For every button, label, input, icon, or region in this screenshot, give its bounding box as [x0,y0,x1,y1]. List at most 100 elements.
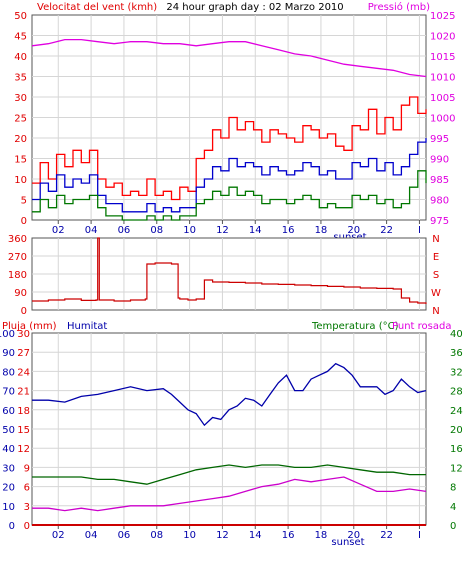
x-tick-label-1: 04 [85,225,98,236]
y-tick-label-10: 1025 [430,11,455,22]
rain-y-ticks: 0 3 6 9 12 15 18 21 24 27 30 [17,329,30,532]
series-low [32,170,427,221]
humidity-label: Humitat [67,321,107,332]
y-tick-label-0: 0 [21,306,27,317]
climate-series [32,362,427,526]
y-tick-label-10: 100 [0,329,15,340]
climate-grid [32,333,426,525]
y-tick-label-3: 30 [2,463,15,474]
temperature-label: Temperatura (°C) [311,321,399,332]
y-tick-label-1: W [431,288,441,299]
y-tick-label-4: 360 [8,234,27,245]
y-tick-label-3: 12 [450,463,463,474]
x-tick-label-8: 18 [315,225,328,236]
y-tick-label-5: 1000 [430,114,455,125]
pressure-right-label: Pressió (mb) [368,1,430,13]
x-tick-label-10: 22 [380,530,393,541]
y-tick-label-1: 90 [14,288,27,299]
y-tick-label-9: 90 [2,348,15,359]
y-tick-label-9: 1020 [430,32,455,43]
y-tick-label-9: 27 [17,348,30,359]
y-tick-label-10: 30 [17,329,30,340]
x-tick-label-2: 06 [118,530,131,541]
y-tick-label-2: 10 [14,175,27,186]
y-tick-label-7: 70 [2,387,15,398]
y-tick-label-0: 975 [430,216,449,227]
wind-title: 24 hour graph day : 02 Marzo 2010 [166,2,343,13]
y-tick-label-2: 180 [8,270,27,281]
x-tick-label-0: 02 [52,530,65,541]
x-tick-label-10: 22 [380,225,393,236]
x-tick-label-7: 16 [282,225,295,236]
y-tick-label-3: 15 [14,155,27,166]
y-tick-label-0: 0 [24,521,30,532]
y-tick-label-7: 21 [17,387,30,398]
y-tick-label-10: 40 [450,329,463,340]
y-tick-label-5: 15 [17,425,30,436]
direction-y-ticks: 0 90 180 270 360 [8,234,27,317]
y-tick-label-2: 20 [2,483,15,494]
y-tick-label-8: 40 [14,52,27,63]
y-tick-label-5: 20 [450,425,463,436]
x-tick-label-4: 10 [183,530,196,541]
y-tick-label-6: 24 [450,406,463,417]
y-tick-label-2: 8 [450,483,456,494]
y-tick-label-2: 6 [24,483,30,494]
y-tick-label-3: 990 [430,155,449,166]
y-tick-label-2: S [433,270,439,281]
y-tick-label-9: 45 [14,32,27,43]
x-tick-label-5: 12 [216,225,229,236]
x-tick-label-2: 06 [118,225,131,236]
y-tick-label-10: 50 [14,11,27,22]
y-tick-label-6: 30 [14,93,27,104]
y-tick-label-3: 270 [8,252,27,263]
humidity-y-ticks: 0 10 20 30 40 50 60 70 80 90 100 [0,329,15,532]
y-tick-label-7: 35 [14,73,27,84]
y-tick-label-8: 80 [2,367,15,378]
y-tick-label-7: 1010 [430,73,455,84]
y-tick-label-4: 12 [17,444,30,455]
series-Humitat [32,362,427,427]
x-tick-label-3: 08 [150,225,163,236]
y-tick-label-6: 1005 [430,93,455,104]
x-tick-label-11: I [418,530,421,541]
wind-series [31,38,427,221]
x-tick-label-9: 20 [347,225,360,236]
y-tick-label-1: 3 [24,502,30,513]
y-tick-label-8: 24 [17,367,30,378]
y-tick-label-6: 18 [17,406,30,417]
x-tick-label-7: 16 [282,530,295,541]
temperature-y-ticks: 0 4 8 12 16 20 24 28 32 36 40 [450,329,463,532]
y-tick-label-0: N [432,306,439,317]
wind-x-ticks: 02 04 06 08 10 12 14 16 18 20 22 I [52,220,421,236]
series-average [32,138,427,213]
x-tick-label-4: 10 [183,225,196,236]
x-tick-label-9: 20 [347,530,360,541]
y-tick-label-8: 32 [450,367,463,378]
y-tick-label-4: 40 [2,444,15,455]
y-tick-label-7: 28 [450,387,463,398]
direction-series [32,237,427,304]
y-tick-label-8: 1015 [430,52,455,63]
x-tick-label-3: 08 [150,530,163,541]
y-tick-label-1: 980 [430,196,449,207]
x-tick-label-11: I [418,225,421,236]
x-tick-label-0: 02 [52,225,65,236]
x-tick-label-5: 12 [216,530,229,541]
x-tick-label-8: 18 [315,530,328,541]
y-tick-label-0: 0 [450,521,456,532]
y-tick-label-5: 25 [14,114,27,125]
y-tick-label-3: E [433,252,439,263]
y-tick-label-1: 10 [2,502,15,513]
y-tick-label-4: 995 [430,134,449,145]
x-tick-label-1: 04 [85,530,98,541]
x-tick-label-6: 14 [249,530,262,541]
y-tick-label-1: 5 [21,196,27,207]
rain-label: Pluja (mm) [2,321,57,332]
y-tick-label-5: 50 [2,425,15,436]
y-tick-label-4: 16 [450,444,463,455]
y-tick-label-6: 60 [2,406,15,417]
